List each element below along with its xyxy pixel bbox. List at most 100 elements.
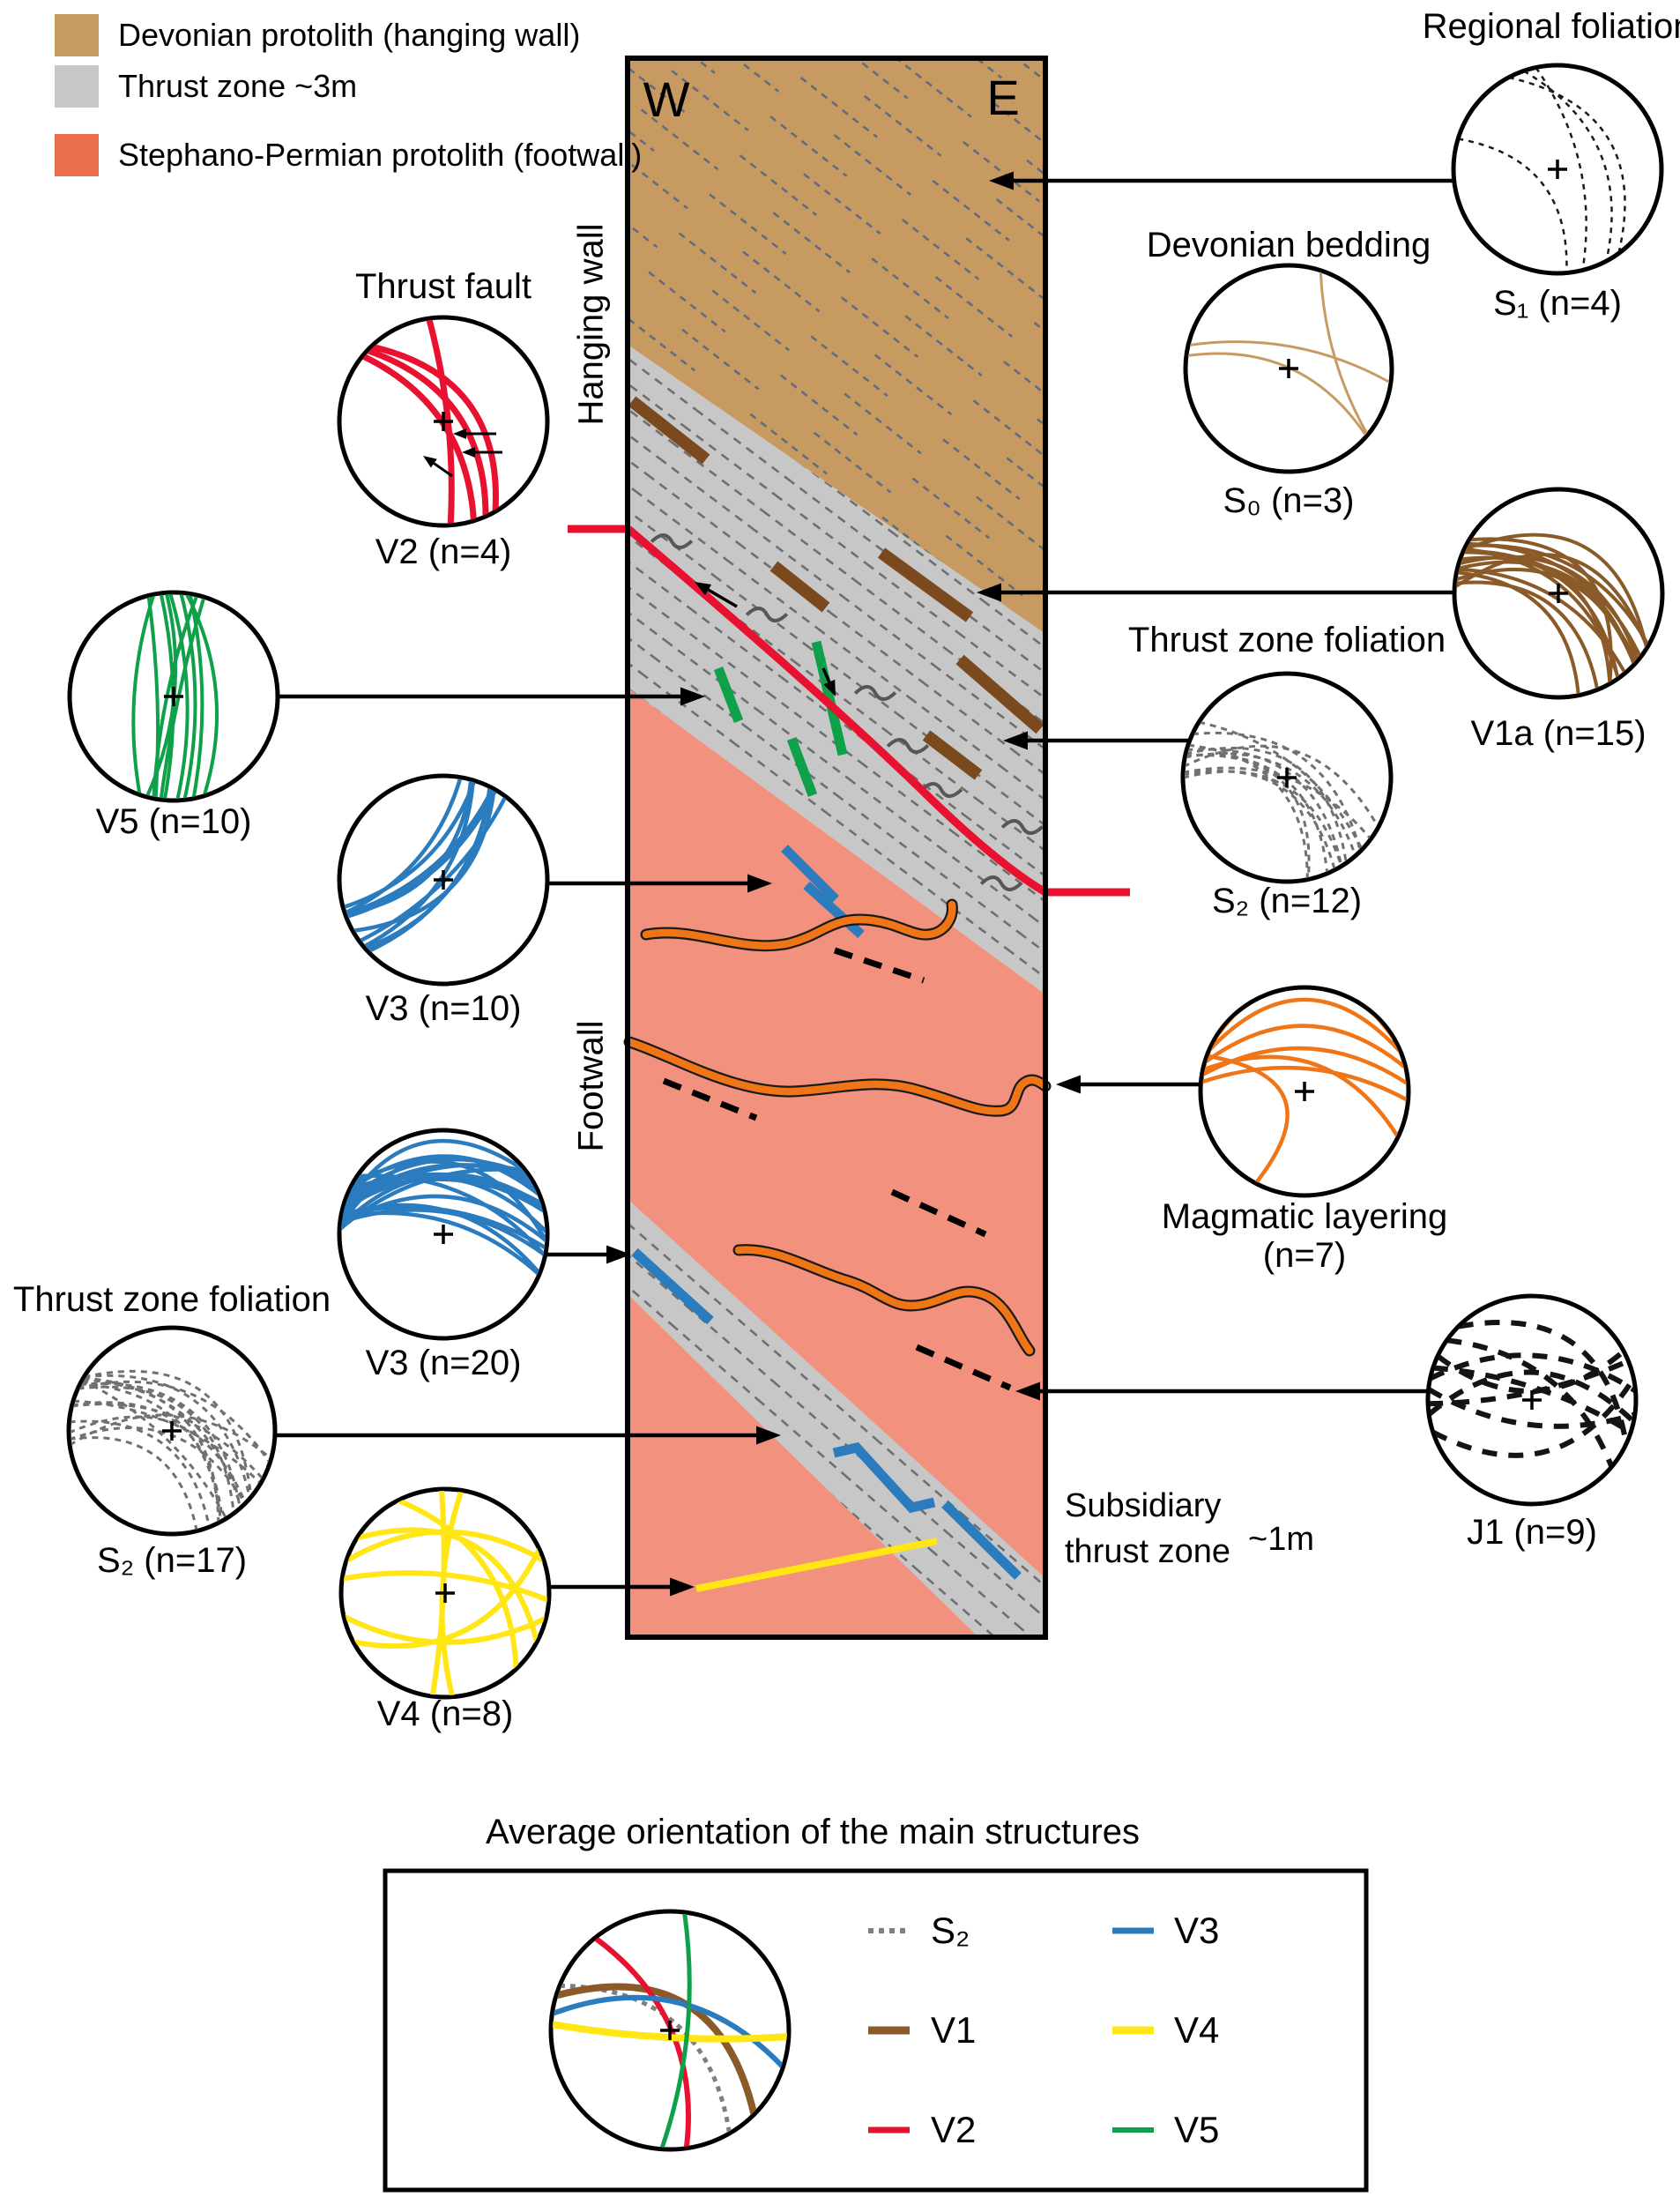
- v1-brown-dike: [628, 396, 710, 465]
- stereonet-title-thrust-zone-foliation-upper: Thrust zone foliation: [1127, 621, 1446, 659]
- connector-arrow: [278, 687, 705, 706]
- great-circle: [1456, 580, 1600, 690]
- great-circle: [344, 787, 495, 917]
- great-circle: [370, 343, 499, 512]
- arrow-head: [1015, 1382, 1040, 1401]
- center-cross: [1279, 359, 1298, 378]
- stereonet-arcs: [341, 1138, 546, 1277]
- center-cross: [434, 412, 453, 431]
- legend-item-stephano-permian: Stephano-Permian protolith (footwall): [55, 134, 642, 176]
- cross-section-column: [568, 56, 1130, 1640]
- stereonet-v5: [67, 590, 280, 803]
- stereonet-label-s0: S₀ (n=3): [1223, 481, 1355, 520]
- stereonet-label-v1a: V1a (n=15): [1470, 714, 1647, 753]
- connector-arrow: [275, 1426, 781, 1445]
- shear-band-squiggle: [979, 875, 1023, 892]
- connector-arrow: [977, 583, 1455, 602]
- stereonet-label-j1: J1 (n=9): [1467, 1513, 1597, 1552]
- connector-arrow: [1015, 1382, 1429, 1401]
- summary-legend-label-v4: V4: [1174, 2009, 1220, 2051]
- stereonet-title-thrust-zone-foliation-lower: Thrust zone foliation: [12, 1280, 331, 1319]
- summary-center-cross: [660, 2021, 680, 2040]
- arrow-head: [606, 1245, 631, 1264]
- great-circle: [71, 1415, 247, 1504]
- j1-joint-dashed: [833, 947, 925, 984]
- arrow-head: [747, 874, 772, 893]
- great-circle: [356, 1173, 546, 1258]
- j1-joint-dashed: [662, 1077, 758, 1121]
- legend-swatch-devonian: [55, 14, 99, 56]
- great-circle: [367, 786, 494, 954]
- stereonet-s1: [1451, 63, 1664, 276]
- stereonet-title-thrust-fault: Thrust fault: [354, 267, 532, 306]
- arrow-head: [462, 447, 475, 458]
- great-circle: [1431, 1376, 1634, 1458]
- stereonet-v1a: [1452, 487, 1665, 700]
- great-circle: [343, 1570, 547, 1603]
- great-circle: [1185, 754, 1311, 880]
- arrow-head: [670, 1577, 695, 1597]
- great-circle: [1187, 340, 1390, 384]
- v4-yellow-dike: [695, 1538, 938, 1592]
- great-circle: [1206, 1054, 1290, 1185]
- subsidiary-thrust-zone-label: Subsidiary thrust zone ~1m: [1065, 1483, 1314, 1575]
- legend-label: Stephano-Permian protolith (footwall): [118, 137, 643, 173]
- west-label: W: [643, 71, 690, 127]
- great-circle: [84, 1374, 251, 1499]
- connector-arrow: [989, 171, 1454, 190]
- center-cross: [434, 1225, 453, 1244]
- great-circle: [1198, 720, 1364, 851]
- great-circle: [71, 1401, 224, 1522]
- great-circle: [71, 1436, 198, 1531]
- shear-sense-arrow: [821, 667, 836, 696]
- great-circle: [1185, 753, 1329, 874]
- great-circle: [343, 1157, 531, 1203]
- stereonet-title-regional-foliation: Regional foliation: [1422, 7, 1680, 46]
- arrow-head: [823, 679, 836, 696]
- stereonet-v4: [338, 1486, 552, 1700]
- summary-panel: [383, 1868, 1369, 2193]
- devonian-foliation-pattern: [628, 58, 1045, 634]
- stereonet-j1: [1425, 1293, 1639, 1507]
- summary-title: Average orientation of the main structur…: [486, 1813, 1140, 1851]
- shear-band-squiggle: [1000, 818, 1044, 836]
- legend-swatch-thrust-zone: [55, 65, 99, 108]
- great-circle: [366, 347, 489, 517]
- stereonet-arcs: [71, 1369, 272, 1531]
- great-circle: [1446, 1337, 1615, 1468]
- stereonet-label-v3-10: V3 (n=10): [365, 989, 522, 1028]
- hanging-wall-label: Hanging wall: [571, 223, 611, 426]
- arrow-shaft: [821, 667, 831, 683]
- great-circle: [188, 594, 204, 799]
- stereonet-label-v3-20: V3 (n=20): [365, 1344, 522, 1382]
- great-circle: [1185, 752, 1357, 857]
- great-circle: [1186, 748, 1343, 867]
- great-circle: [356, 1527, 540, 1643]
- stereonet-label-v4: V4 (n=8): [376, 1694, 514, 1733]
- v5-green-dike: [786, 737, 818, 797]
- great-circle: [79, 1382, 222, 1523]
- arrow-head: [453, 428, 466, 439]
- east-label: E: [986, 70, 1020, 125]
- center-cross: [162, 1421, 182, 1441]
- stereonet-v3b: [337, 1128, 550, 1341]
- v3-blue-dike: [803, 881, 865, 939]
- great-circle: [83, 1369, 253, 1498]
- arrow-head: [756, 1426, 781, 1445]
- great-circle: [1456, 570, 1580, 696]
- great-circle: [1458, 1319, 1629, 1445]
- center-cross: [1277, 768, 1297, 787]
- great-circle: [167, 594, 190, 799]
- great-circle: [346, 789, 498, 920]
- stereonet-arcs: [1457, 67, 1626, 272]
- great-circle: [184, 594, 219, 797]
- column-border: [625, 56, 1048, 1640]
- great-circle: [1319, 270, 1369, 436]
- great-circle: [1457, 567, 1627, 674]
- shear-band-squiggle: [919, 781, 963, 799]
- arrow-head: [423, 456, 437, 468]
- great-circle: [1430, 1387, 1634, 1429]
- great-circle: [1185, 770, 1336, 871]
- great-circle: [353, 1547, 542, 1650]
